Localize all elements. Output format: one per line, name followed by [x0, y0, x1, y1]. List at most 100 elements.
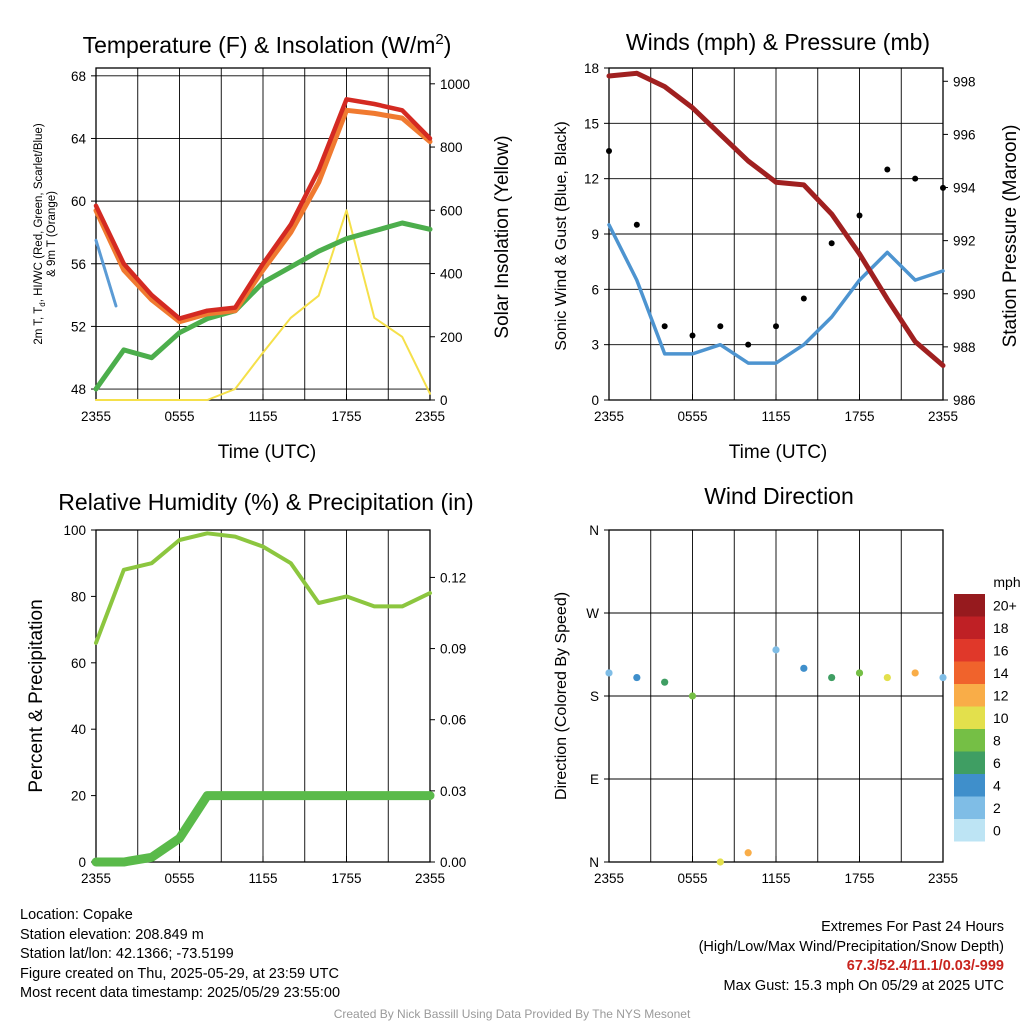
direction-ytick-label: S	[590, 689, 599, 704]
recent-text: Most recent data timestamp: 2025/05/29 2…	[20, 985, 341, 1001]
winds-xtick-label: 1755	[844, 409, 874, 424]
temp-9m-line	[93, 107, 433, 325]
temperature-ytick-right-label: 1000	[440, 77, 470, 92]
temperature-ylabel-right: Solar Insolation (Yellow)	[492, 135, 513, 338]
gust-point	[717, 323, 724, 330]
temperature-ytick-right-label: 0	[440, 393, 448, 408]
direction-title: Wind Direction	[704, 483, 854, 509]
temperature-ytick-label: 48	[71, 382, 86, 397]
direction-ytick-label: N	[589, 855, 599, 870]
winds-ytick-right-label: 990	[953, 287, 976, 302]
direction-point	[661, 678, 669, 686]
location-text: Location: Copake	[20, 907, 133, 923]
colorbar-swatch	[954, 594, 985, 617]
winds-ytick-right-label: 986	[953, 393, 976, 408]
temperature-xtick-label: 1755	[331, 409, 361, 424]
colorbar-label: 10	[993, 710, 1009, 726]
temperature-xtick-label: 1155	[248, 409, 277, 424]
gust-point	[661, 323, 668, 330]
colorbar-label: 6	[993, 755, 1001, 771]
direction-ytick-label: N	[589, 523, 599, 538]
winds-xtick-label: 0555	[677, 409, 707, 424]
gust-point	[633, 221, 640, 228]
colorbar-label: 18	[993, 620, 1009, 636]
colorbar-swatch	[954, 661, 985, 684]
humidity-ytick-label: 20	[71, 789, 86, 804]
winds-ytick-right-label: 998	[953, 74, 976, 89]
winds-title: Winds (mph) & Pressure (mb)	[626, 29, 930, 55]
colorbar-label: 2	[993, 800, 1001, 816]
gust-point	[689, 332, 696, 339]
insolation-line	[95, 209, 431, 401]
direction-xtick-label: 1755	[844, 871, 874, 886]
direction-xtick-label: 2355	[594, 871, 624, 886]
wind-line	[607, 223, 945, 365]
humidity-ylabel-left: Percent & Precipitation	[26, 599, 47, 792]
temperature-ytick-right-label: 400	[440, 267, 463, 282]
gust-point	[800, 295, 807, 302]
direction-ytick-label: E	[590, 772, 599, 787]
humidity-xtick-label: 1155	[248, 871, 277, 886]
colorbar-swatch	[954, 796, 985, 819]
winds-ytick-label: 15	[584, 116, 599, 131]
direction-point	[716, 858, 724, 866]
colorbar-swatch	[954, 751, 985, 774]
temperature-ytick-label: 64	[71, 131, 87, 146]
humidity-ytick-label: 100	[63, 523, 86, 538]
precip-line	[91, 791, 435, 867]
colorbar-label: 12	[993, 687, 1009, 703]
station-info: Location: Copake Station elevation: 208.…	[20, 906, 340, 1004]
humidity-xtick-label: 0555	[164, 871, 194, 886]
colorbar-swatch	[954, 639, 985, 662]
colorbar-swatch	[954, 774, 985, 797]
temperature-ylabel-left-2: & 9m T (Orange)	[46, 191, 58, 277]
gust-point	[773, 323, 779, 330]
direction-xtick-label: 2355	[928, 871, 958, 886]
colorbar-swatch	[954, 706, 985, 729]
colorbar-label: 0	[993, 822, 1001, 838]
extremes-info: Extremes For Past 24 Hours (High/Low/Max…	[699, 918, 1004, 996]
humidity-ytick-right-label: 0.12	[440, 570, 466, 585]
winds-xtick-label: 2355	[928, 409, 958, 424]
direction-point	[772, 646, 780, 654]
humidity-xtick-label: 2355	[415, 871, 445, 886]
winds-xlabel: Time (UTC)	[729, 442, 828, 463]
colorbar-label: 4	[993, 777, 1001, 793]
direction-ylabel-left: Direction (Colored By Speed)	[553, 592, 570, 800]
humidity-xtick-label: 2355	[81, 871, 111, 886]
humidity-xtick-label: 1755	[331, 871, 361, 886]
dewpoint-line	[93, 220, 433, 392]
temperature-ylabel-left-1: 2m T, Td, HI/WC (Red, Green, Scarlet/Blu…	[33, 123, 47, 344]
humidity-ytick-right-label: 0.06	[440, 713, 466, 728]
gust-point	[828, 240, 835, 247]
colorbar-swatch	[954, 819, 985, 842]
direction-point	[939, 673, 947, 682]
credit-text: Created By Nick Bassill Using Data Provi…	[333, 1007, 691, 1021]
direction-point	[855, 669, 864, 677]
winds-xtick-label: 2355	[594, 409, 624, 424]
direction-point	[605, 669, 613, 677]
gust-point	[912, 175, 919, 182]
temp-2m-line	[93, 97, 433, 321]
gust-point	[745, 341, 752, 348]
temperature-xtick-label: 2355	[415, 409, 445, 424]
direction-point	[744, 849, 752, 857]
temperature-xtick-label: 2355	[81, 409, 111, 424]
humidity-ytick-label: 60	[71, 656, 86, 671]
temperature-ytick-right-label: 600	[440, 203, 463, 218]
colorbar-swatch	[954, 616, 985, 639]
humidity-ytick-right-label: 0.00	[440, 855, 466, 870]
humidity-ytick-label: 80	[71, 589, 86, 604]
extremes-values: 67.3/52.4/11.1/0.03/-999	[846, 958, 1004, 974]
direction-point	[633, 673, 641, 682]
colorbar-label: 20+	[993, 597, 1017, 613]
winds-ytick-label: 0	[591, 393, 599, 408]
temperature-ytick-label: 56	[71, 257, 86, 272]
humidity-ytick-label: 0	[78, 855, 86, 870]
extremes-subtitle: (High/Low/Max Wind/Precipitation/Snow De…	[698, 938, 1004, 955]
humidity-ytick-label: 40	[71, 722, 86, 737]
temperature-ytick-right-label: 800	[440, 140, 463, 155]
temperature-ytick-label: 68	[71, 69, 86, 84]
gust-point	[884, 166, 891, 173]
